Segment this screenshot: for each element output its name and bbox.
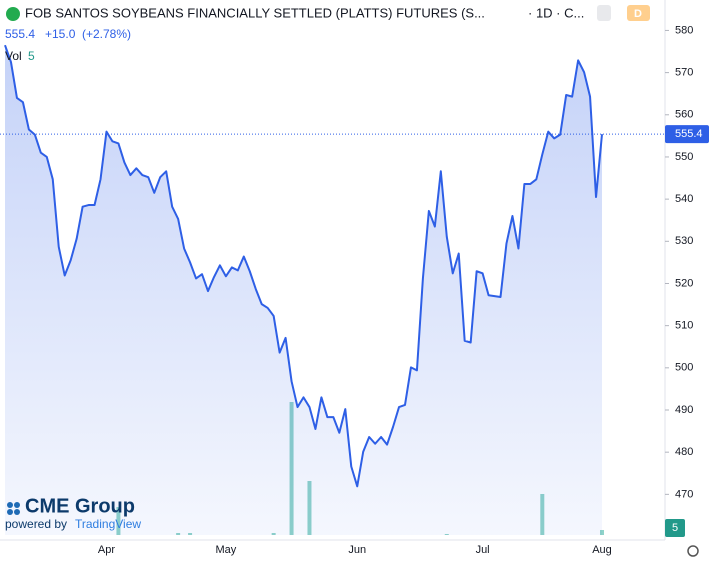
y-tick-label: 570 [675,67,693,79]
interval: · 1D · C... [528,5,584,20]
last-price: 555.4 [5,27,35,41]
settings-icon[interactable] [687,545,699,557]
volume-value: 5 [28,49,35,63]
volume-tag [665,519,685,537]
badge[interactable] [597,5,611,21]
chart-title: FOB SANTOS SOYBEANS FINANCIALLY SETTLED … [25,5,485,20]
y-tick-label: 520 [675,277,693,289]
provider[interactable]: TradingView [75,517,141,531]
powered-by: powered by [5,517,67,531]
volume-label: Vol [5,49,22,63]
badge-label: D [634,8,642,20]
x-tick-label: May [215,544,236,556]
last-price-label: 555.4 [675,128,703,140]
y-tick-label: 550 [675,151,693,163]
price-line [4,44,603,488]
y-tick-label: 540 [675,193,693,205]
y-tick-label: 480 [675,446,693,458]
change-pct: (+2.78%) [82,27,131,41]
x-tick-label: Jul [476,544,490,556]
area [5,45,602,536]
brand: CME Group [25,495,135,517]
y-tick-label: 470 [675,488,693,500]
y-tick-label: 500 [675,362,693,374]
x-tick-label: Aug [592,544,612,556]
y-tick-label: 580 [675,24,693,36]
change: +15.0 [45,27,76,41]
volume-tag-label: 5 [672,522,678,534]
y-tick-label: 490 [675,404,693,416]
y-tick-label: 510 [675,320,693,332]
symbol-icon [6,7,20,21]
x-tick-label: Apr [98,544,115,556]
plot-area [4,44,604,536]
badge-d[interactable] [627,5,650,21]
y-tick-label: 560 [675,109,693,121]
y-tick-label: 530 [675,235,693,247]
logo: CME Group powered by TradingView [5,495,141,531]
x-tick-label: Jun [348,544,366,556]
last-price-tag [665,125,709,144]
